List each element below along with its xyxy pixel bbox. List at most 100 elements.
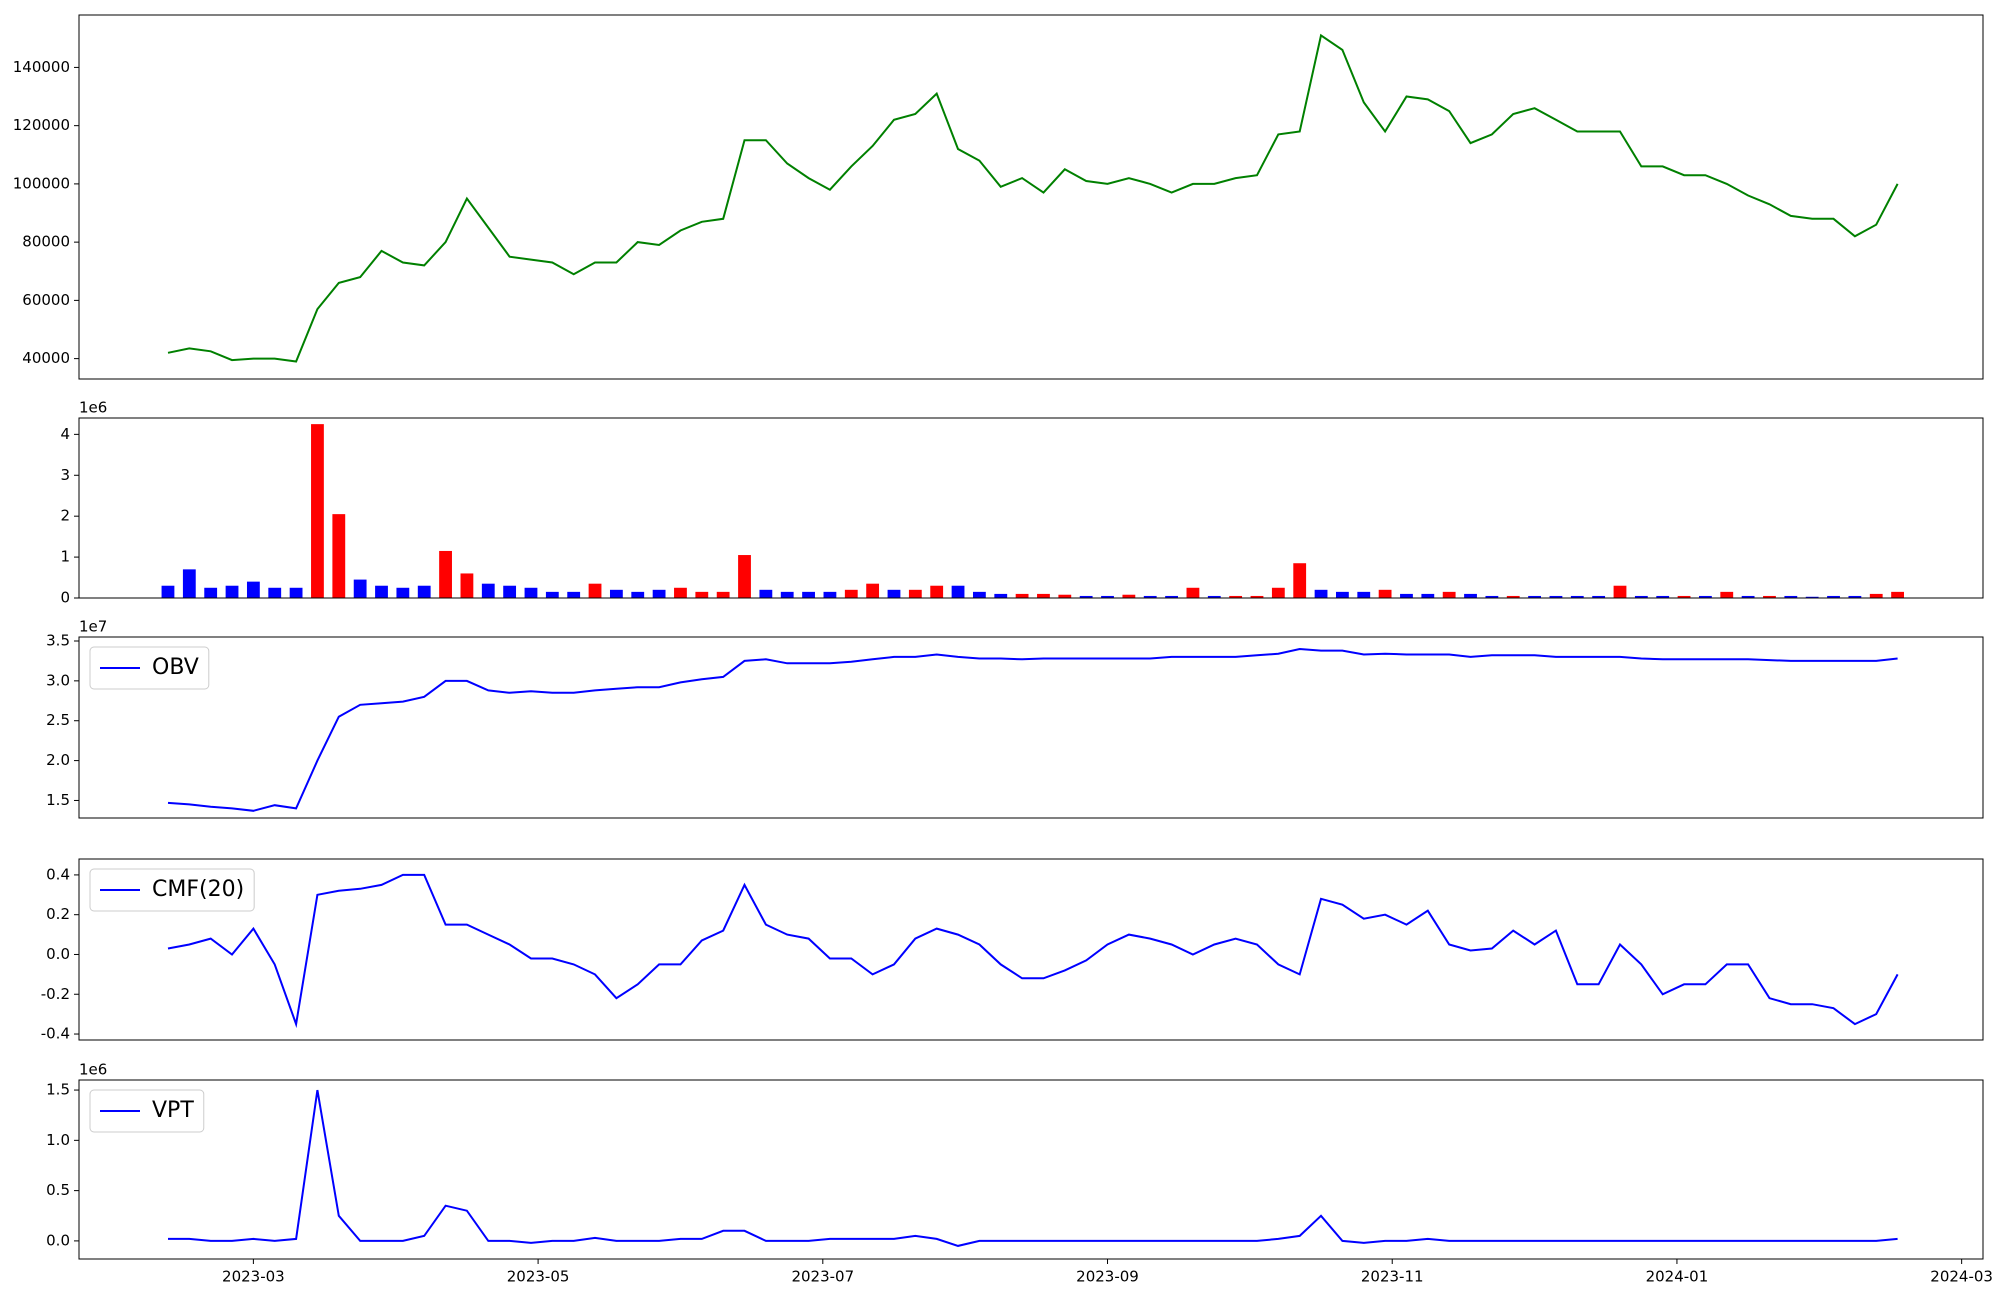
- bar: [951, 585, 965, 598]
- bar: [866, 583, 880, 598]
- plot-frame: [78, 858, 1984, 1041]
- x-tick-label: 2023-07: [791, 1268, 854, 1286]
- bar: [780, 591, 794, 598]
- bar: [246, 581, 260, 598]
- bar: [1186, 587, 1200, 598]
- bar: [289, 587, 303, 598]
- y-tick-label: 3.5: [46, 631, 70, 649]
- bar: [396, 587, 410, 598]
- legend-label: OBV: [152, 655, 199, 680]
- legend-box: [89, 646, 210, 690]
- x-tick-label: 2023-09: [1076, 1268, 1139, 1286]
- bar: [524, 587, 538, 598]
- y-tick-label: 3.0: [46, 671, 70, 689]
- y-tick-label: 60000: [22, 291, 70, 309]
- y-tick-label: 80000: [22, 233, 70, 251]
- bar: [1015, 593, 1029, 598]
- bar: [1805, 596, 1819, 598]
- bar: [161, 585, 175, 598]
- bar: [417, 585, 431, 598]
- bar: [1656, 595, 1670, 598]
- bar: [1869, 593, 1883, 598]
- bar: [930, 585, 944, 598]
- bar: [1549, 595, 1563, 598]
- bar: [1250, 595, 1264, 598]
- y-tick-label: 0: [60, 589, 70, 607]
- bar: [225, 585, 239, 598]
- y-tick-label: 2.5: [46, 711, 70, 729]
- line: [167, 33, 1899, 363]
- y-tick-label: -0.2: [41, 985, 70, 1003]
- y-tick-label: 0.4: [46, 865, 70, 883]
- bar: [567, 591, 581, 598]
- bar: [1848, 595, 1862, 598]
- plot-frame: [78, 417, 1984, 599]
- bar: [1122, 594, 1136, 598]
- bar: [1207, 595, 1221, 598]
- bar: [1442, 591, 1456, 598]
- bar: [1293, 563, 1307, 598]
- bar: [652, 589, 666, 598]
- bar: [268, 587, 282, 598]
- bar: [823, 591, 837, 598]
- bar: [674, 587, 687, 598]
- bar: [1058, 594, 1072, 598]
- bar: [1827, 595, 1840, 598]
- bar: [1378, 589, 1392, 598]
- bar: [1037, 593, 1050, 598]
- y-tick-label: 0.0: [46, 1231, 70, 1249]
- bar: [908, 589, 922, 598]
- legend-label: VPT: [152, 1098, 194, 1123]
- y-tick-label: 1.5: [46, 1081, 70, 1099]
- bar: [332, 514, 346, 598]
- line: [167, 873, 1899, 1029]
- bar: [887, 589, 901, 598]
- bar: [1421, 593, 1435, 598]
- offset-label: 1e6: [79, 1061, 107, 1079]
- bar: [1677, 595, 1691, 598]
- y-tick-label: 0.5: [46, 1181, 70, 1199]
- x-tick-label: 2023-05: [507, 1268, 570, 1286]
- plot-frame: [78, 1079, 1984, 1260]
- bar: [695, 591, 709, 598]
- bar: [1741, 595, 1755, 598]
- bar: [1506, 595, 1520, 598]
- offset-label: 1e7: [79, 618, 107, 636]
- bar: [353, 579, 367, 598]
- bar: [439, 550, 452, 598]
- y-tick-label: 0.0: [46, 945, 70, 963]
- bar: [1720, 591, 1734, 598]
- bar: [972, 591, 986, 598]
- y-tick-label: 2: [60, 507, 70, 525]
- y-tick-label: 1.0: [46, 1131, 70, 1149]
- bar: [738, 555, 751, 598]
- y-tick-label: 2.0: [46, 751, 70, 769]
- bar: [1613, 585, 1627, 598]
- plot-frame: [78, 636, 1984, 819]
- legend-box: [89, 868, 255, 912]
- bar: [1229, 595, 1243, 598]
- bar: [1592, 595, 1606, 598]
- line: [167, 647, 1898, 812]
- bar: [375, 585, 388, 598]
- bar: [182, 569, 196, 598]
- bar: [1699, 595, 1712, 598]
- bar: [609, 589, 623, 598]
- y-tick-label: 100000: [13, 174, 70, 192]
- bar: [1485, 595, 1499, 598]
- bar: [631, 591, 645, 598]
- offset-label: 1e6: [79, 399, 107, 417]
- bar: [545, 591, 559, 598]
- y-tick-label: -0.4: [41, 1025, 70, 1043]
- y-tick-label: 4: [60, 425, 70, 443]
- bar: [460, 573, 474, 598]
- bar: [503, 585, 517, 598]
- bar: [1528, 595, 1541, 598]
- bar: [1891, 591, 1904, 598]
- bar: [1335, 591, 1349, 598]
- bar: [1165, 595, 1178, 598]
- x-tick-label: 2024-03: [1930, 1268, 1993, 1286]
- bar: [588, 583, 602, 598]
